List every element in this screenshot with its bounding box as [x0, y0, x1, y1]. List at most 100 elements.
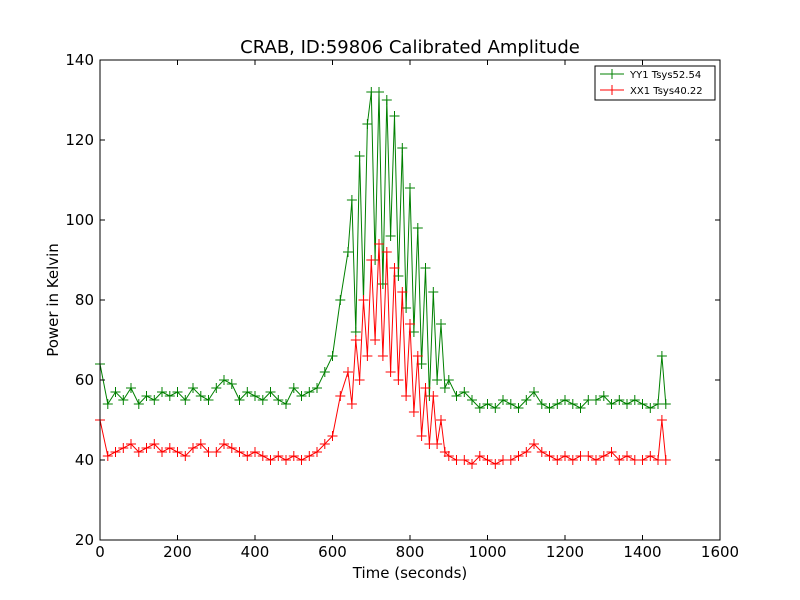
data-point — [149, 395, 160, 405]
y-axis-label: Power in Kelvin — [44, 243, 62, 357]
data-point — [265, 455, 276, 465]
data-point — [362, 351, 373, 361]
data-point — [381, 95, 392, 105]
data-point — [358, 295, 369, 305]
data-point — [521, 447, 532, 457]
data-point — [645, 403, 656, 413]
data-point — [436, 319, 446, 329]
chart-title: CRAB, ID:59806 Calibrated Amplitude — [240, 37, 580, 58]
y-axis: 20 40 60 80 100 120 140 — [65, 51, 720, 549]
data-point — [401, 391, 412, 401]
data-point — [490, 459, 501, 469]
y-tick-label: 140 — [65, 51, 94, 69]
data-point — [622, 451, 632, 461]
data-point — [188, 383, 198, 393]
data-point — [416, 431, 427, 441]
data-point — [362, 119, 373, 129]
data-point — [591, 395, 601, 405]
data-point — [377, 279, 388, 289]
x-tick-label: 0 — [95, 543, 105, 561]
data-point — [133, 447, 144, 457]
data-point — [354, 375, 365, 385]
data-point — [126, 383, 136, 393]
data-point — [591, 455, 601, 465]
legend-marker-yy1 — [607, 69, 617, 79]
data-point — [102, 399, 113, 409]
data-point — [389, 263, 400, 273]
series-line-0 — [99, 91, 667, 409]
data-point — [405, 183, 415, 193]
data-point — [656, 351, 667, 361]
data-point — [552, 455, 563, 465]
plot-area — [100, 60, 720, 540]
data-point — [637, 455, 648, 465]
data-point — [377, 351, 388, 361]
data-point — [281, 455, 291, 465]
data-point — [296, 391, 307, 401]
data-point — [110, 387, 121, 397]
data-point — [405, 319, 415, 329]
data-point — [157, 447, 167, 457]
data-point — [157, 387, 167, 397]
data-point — [343, 367, 353, 377]
data-point — [141, 443, 152, 453]
y-tick-label: 40 — [75, 451, 94, 469]
legend-label-xx1: XX1 Tsys40.22 — [630, 86, 703, 97]
data-point — [195, 439, 206, 449]
x-tick-label: 600 — [318, 543, 347, 561]
data-point — [389, 111, 400, 121]
data-point — [505, 455, 516, 465]
data-point — [521, 395, 532, 405]
data-point — [381, 247, 392, 257]
data-point — [172, 387, 183, 397]
x-tick-label: 800 — [396, 543, 425, 561]
data-point — [622, 399, 632, 409]
data-point — [188, 443, 198, 453]
data-point — [118, 443, 129, 453]
data-point — [645, 451, 656, 461]
series-layer — [95, 87, 671, 469]
legend: YY1 Tsys52.54 XX1 Tsys40.22 — [594, 65, 716, 101]
y-tick-label: 120 — [65, 131, 94, 149]
x-tick-label: 1200 — [546, 543, 584, 561]
data-point — [393, 375, 404, 385]
data-point — [343, 247, 353, 257]
data-point — [219, 375, 229, 385]
data-point — [346, 195, 357, 205]
data-point — [432, 375, 443, 385]
data-point — [366, 255, 377, 265]
data-point — [126, 439, 136, 449]
data-point — [428, 287, 439, 297]
data-point — [575, 403, 586, 413]
data-point — [397, 143, 408, 153]
data-point — [350, 335, 361, 345]
data-point — [513, 451, 524, 461]
data-point — [397, 287, 408, 297]
data-point — [211, 383, 222, 393]
data-point — [598, 451, 609, 461]
data-point — [164, 391, 175, 401]
data-point — [219, 439, 229, 449]
data-point — [439, 447, 450, 457]
data-point — [304, 387, 315, 397]
data-point — [529, 439, 539, 449]
data-point — [370, 335, 381, 345]
data-point — [203, 395, 214, 405]
data-point — [180, 451, 191, 461]
data-point — [482, 399, 493, 409]
data-point — [614, 395, 625, 405]
data-point — [211, 447, 222, 457]
data-point — [288, 383, 299, 393]
data-point — [637, 399, 648, 409]
data-point — [296, 455, 307, 465]
data-point — [536, 399, 547, 409]
data-point — [335, 391, 346, 401]
data-point — [273, 395, 284, 405]
y-tick-label: 80 — [75, 291, 94, 309]
data-point — [281, 399, 291, 409]
x-axis: 0 200 400 600 800 1000 1200 1400 1600 — [95, 60, 739, 561]
data-point — [141, 391, 152, 401]
data-point — [172, 447, 183, 457]
data-point — [346, 399, 357, 409]
